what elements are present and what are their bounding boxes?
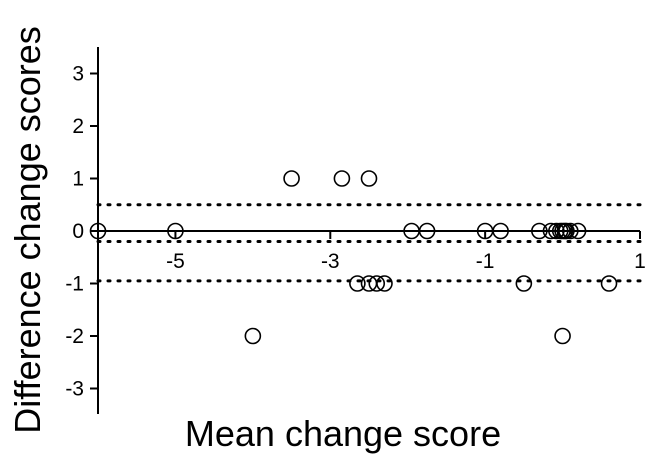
data-point [167,222,184,240]
data-point [283,170,300,187]
data-point [333,170,351,187]
data-point [548,222,565,240]
y-ticks: -3 -2 -1 0 1 2 3 [65,63,98,401]
y-tick-label: -1 [65,273,84,296]
y-tick-label: 1 [72,168,84,191]
data-point [360,170,378,187]
data-point [418,222,436,240]
y-tick-label: -2 [65,325,84,348]
data-points [89,170,618,345]
y-tick-label: 2 [72,115,84,138]
x-tick-label: -3 [321,250,340,273]
data-point [492,222,509,240]
y-axis-title: Difference change scores [7,26,48,434]
x-tick-label: -5 [166,250,185,273]
data-point [244,327,262,345]
data-point [515,275,533,292]
data-point [368,275,386,292]
data-point [562,222,579,240]
data-point [600,275,618,292]
x-axis-title: Mean change score [185,413,501,454]
data-point [89,222,107,240]
y-tick-label: 0 [72,220,84,243]
data-point [349,275,366,292]
x-tick-label: 1 [634,250,646,273]
data-point [376,275,393,292]
data-point [531,222,548,240]
y-tick-label: -3 [65,378,84,401]
data-point [569,222,587,240]
y-tick-label: 3 [72,63,84,86]
x-tick-label: -1 [476,250,495,273]
data-point [554,327,571,345]
x-ticks: -5 -3 -1 1 [166,231,646,273]
data-point [558,222,575,240]
